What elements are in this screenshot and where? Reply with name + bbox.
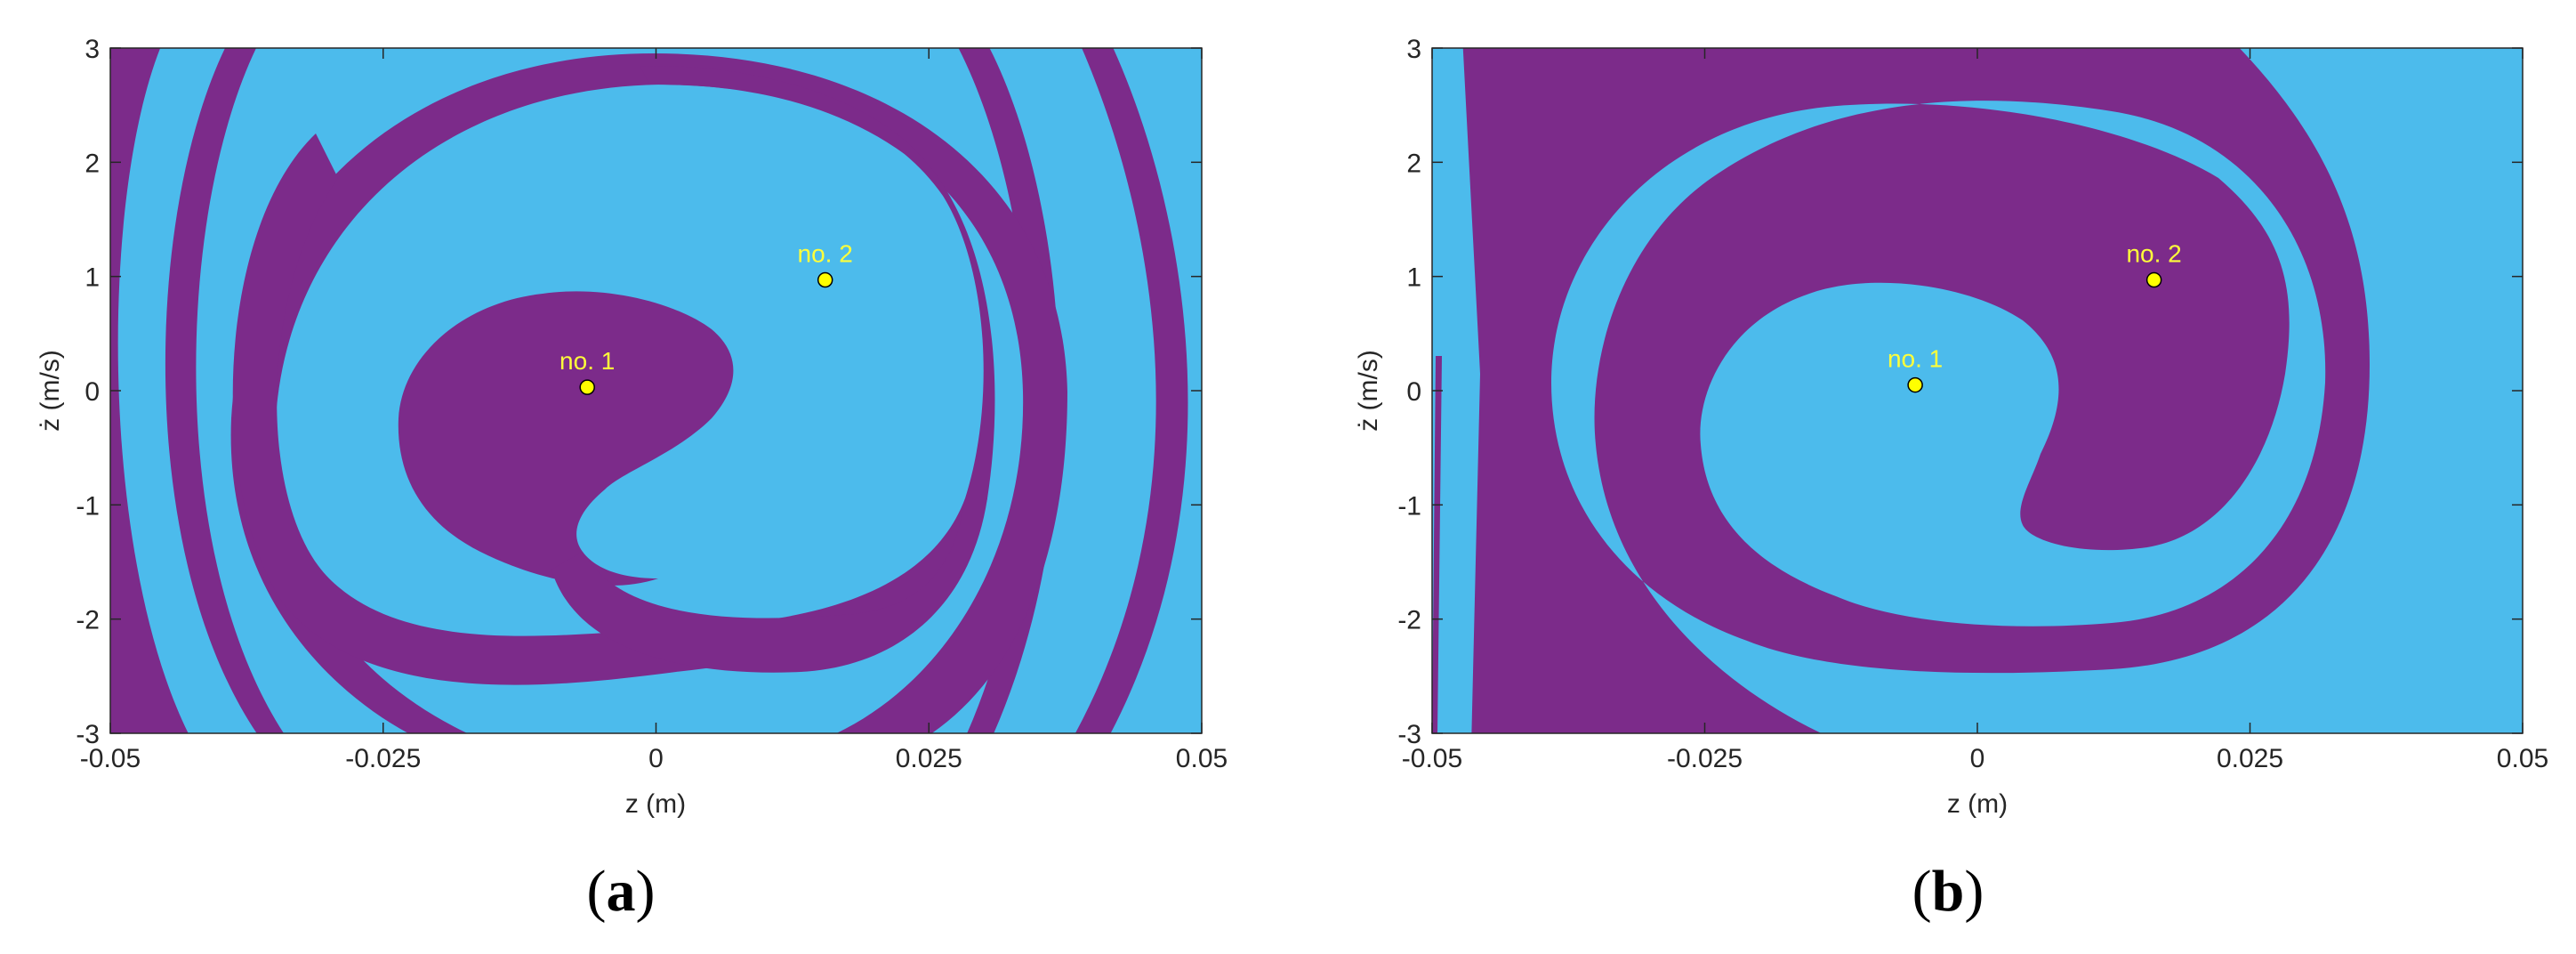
y-tick-label: 0 xyxy=(1406,377,1421,407)
x-ticks-a: -0.05 -0.025 0 0.025 0.05 xyxy=(80,48,1228,773)
x-tick-label: 0.05 xyxy=(2497,744,2548,773)
point-label: no. 1 xyxy=(1888,345,1943,373)
y-tick-label: -3 xyxy=(76,720,100,749)
central-blob-a xyxy=(398,291,734,586)
spiral-band-outer-b xyxy=(1462,48,2370,733)
caption-a-letter: a xyxy=(606,859,636,924)
x-tick-label: 0 xyxy=(648,744,664,773)
x-axis-label-a: z (m) xyxy=(625,789,686,819)
y-tick-label: 0 xyxy=(85,377,100,407)
spiral-band-outer-a xyxy=(110,48,189,733)
spiral-band-2-a xyxy=(165,48,285,733)
spiral-band-ring-a xyxy=(230,53,1067,733)
basin-map-a: no. 1 no. 2 -0.05 -0.025 0 0.025 0.05 3 2 1 0 -1-… xyxy=(0,0,1245,841)
caption-b-close: ) xyxy=(1964,859,1984,924)
panel-caption-b: (b) xyxy=(1815,858,2081,926)
y-tick-label: -2 xyxy=(1397,606,1421,635)
caption-a-close: ) xyxy=(635,859,656,924)
y-tick-label: 1 xyxy=(85,263,100,293)
caption-b-open: ( xyxy=(1912,859,1932,924)
x-tick-label: -0.025 xyxy=(1667,744,1743,773)
caption-b-letter: b xyxy=(1931,859,1965,924)
x-tick-label: 0.025 xyxy=(896,744,962,773)
basin-map-b-svg: no. 1no. 2 -0.05 -0.025 0 0.025 0.05 3210-1-… xyxy=(1354,35,2548,819)
initial-condition-point xyxy=(1907,376,1923,393)
point-label: no. 2 xyxy=(2126,240,2181,268)
point-label: no. 2 xyxy=(798,240,853,268)
x-tick-label: 0.025 xyxy=(2217,744,2283,773)
y-tick-label: 3 xyxy=(85,35,100,64)
panel-caption-a: (a) xyxy=(487,858,754,926)
x-axis-label-b: z (m) xyxy=(1947,789,2008,819)
left-sliver-b xyxy=(1432,356,1442,733)
basin-map-b: no. 1 no. 2 -0.05 -0.025 0 0.025 0.05 3 2 1 0 -1-… xyxy=(1329,0,2574,841)
points-a: no. 1 no. 2 xyxy=(559,240,853,395)
y-tick-label: 3 xyxy=(1406,35,1421,64)
y-tick-label: -2 xyxy=(76,606,100,635)
y-axis-label-b: ż (m/s) xyxy=(1354,350,1383,432)
basin-regions-a: no. 1 no. 2 xyxy=(110,48,1202,733)
initial-condition-point xyxy=(2145,271,2162,288)
y-tick-label: -1 xyxy=(1397,491,1421,521)
y-ticks-b: 3 2 1 0 -1 -2 -3 xyxy=(1397,35,2523,749)
initial-condition-point xyxy=(579,379,595,395)
x-tick-label: 0.05 xyxy=(1176,744,1228,773)
points-b: no. 1 no. 2 xyxy=(1888,240,2182,393)
x-tick-label: 0 xyxy=(1970,744,1985,773)
x-tick-label: -0.05 xyxy=(1402,744,1462,773)
x-ticks-b: -0.05 -0.025 0 0.025 0.05 xyxy=(1402,48,2548,773)
y-axis-label-a: ż (m/s) xyxy=(36,350,65,432)
caption-a-open: ( xyxy=(586,859,607,924)
y-tick-label: 2 xyxy=(85,149,100,178)
basin-map-a-svg: no. 1no. 2 -0.05 -0.025 0 0.025 0.05 3210-1-… xyxy=(36,35,1228,819)
point-label: no. 1 xyxy=(559,347,615,375)
x-tick-label: -0.05 xyxy=(80,744,141,773)
y-tick-label: 1 xyxy=(1406,263,1421,293)
x-tick-label: -0.025 xyxy=(345,744,421,773)
basin-regions-b: no. 1 no. 2 xyxy=(1432,48,2523,733)
y-ticks-a: 3 2 1 0 -1 -2 -3 xyxy=(76,35,1202,749)
inner-loop-a xyxy=(551,498,987,673)
spiral-band-4-a xyxy=(1075,48,1188,733)
y-tick-label: 2 xyxy=(1406,149,1421,178)
spiral-band-inner-a xyxy=(232,66,995,685)
y-tick-label: -3 xyxy=(1397,720,1421,749)
initial-condition-point xyxy=(817,271,833,288)
y-tick-label: -1 xyxy=(76,491,100,521)
